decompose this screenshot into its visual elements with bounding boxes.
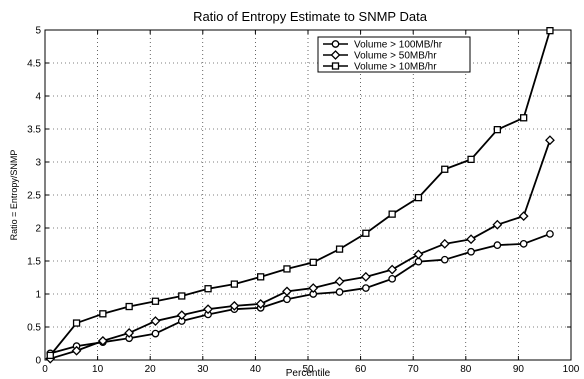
data-point <box>151 329 160 338</box>
legend-item: Volume > 100MB/hr <box>323 40 443 51</box>
x-tick-label: 40 <box>250 364 262 375</box>
legend-item: Volume > 10MB/hr <box>323 62 437 73</box>
y-tick-label: 3.5 <box>27 125 41 136</box>
y-tick-label: 1.5 <box>27 257 41 268</box>
legend-label: Volume > 10MB/hr <box>354 62 437 73</box>
data-point <box>335 288 344 296</box>
data-point <box>334 276 345 287</box>
data-point <box>203 304 213 315</box>
data-point <box>46 351 54 360</box>
x-tick-label: 90 <box>513 364 525 375</box>
data-point <box>72 319 81 327</box>
data-point <box>440 255 449 264</box>
data-point <box>388 274 397 283</box>
data-point <box>150 316 161 326</box>
legend-marker <box>331 62 340 70</box>
data-point <box>493 241 502 250</box>
legend-marker <box>331 40 340 48</box>
series-diamond <box>45 135 555 364</box>
data-point <box>204 285 212 293</box>
data-point <box>467 155 475 164</box>
series-layer <box>45 27 555 364</box>
data-point <box>124 328 135 338</box>
data-point <box>519 239 528 248</box>
data-point <box>308 283 319 293</box>
data-point <box>546 230 554 238</box>
data-point <box>335 245 344 253</box>
data-point <box>125 302 133 311</box>
data-point <box>178 292 186 300</box>
data-point <box>230 280 239 288</box>
x-tick-label: 10 <box>92 364 104 375</box>
x-tick-label: 20 <box>145 364 157 375</box>
y-tick-label: 0 <box>35 356 41 367</box>
data-point <box>493 126 502 134</box>
data-point <box>441 165 449 173</box>
data-point <box>388 210 396 218</box>
data-point <box>255 298 266 309</box>
data-point <box>414 193 423 202</box>
y-tick-label: 4.5 <box>27 59 41 70</box>
data-point <box>99 310 107 318</box>
data-point <box>151 297 160 305</box>
data-point <box>362 284 370 292</box>
y-tick-label: 4 <box>35 92 41 103</box>
y-tick-label: 2.5 <box>27 191 41 202</box>
series-square <box>46 27 554 360</box>
data-point <box>439 238 450 249</box>
data-point <box>414 257 423 266</box>
y-tick-label: 0.5 <box>27 323 41 334</box>
x-tick-label: 50 <box>302 364 314 375</box>
data-point <box>492 219 503 230</box>
data-point <box>387 264 398 275</box>
data-point <box>176 310 187 321</box>
x-axis-label: Percentile <box>286 368 331 379</box>
series-line <box>50 233 551 355</box>
x-tick-label: 60 <box>355 364 367 375</box>
chart-title: Ratio of Entropy Estimate to SNMP Data <box>193 9 428 24</box>
data-point <box>362 229 370 237</box>
x-tick-label: 0 <box>42 364 48 375</box>
data-point <box>467 247 475 256</box>
data-point <box>309 258 317 266</box>
data-point <box>257 273 265 281</box>
data-point <box>546 27 554 35</box>
legend-marker <box>330 50 341 60</box>
legend-label: Volume > 100MB/hr <box>354 40 443 51</box>
data-point <box>545 135 555 146</box>
x-tick-label: 80 <box>460 364 472 375</box>
data-point <box>283 265 291 273</box>
data-point <box>360 271 371 282</box>
data-point <box>71 345 82 356</box>
legend-item: Volume > 50MB/hr <box>323 50 437 62</box>
data-point <box>282 286 292 297</box>
data-point <box>97 335 108 346</box>
y-tick-label: 5 <box>35 26 41 37</box>
axis-ticks: 0 10 20 30 40 50 60 70 80 90 100 0 0.5 1 1.5 2 2.5 3 3.5 4 4… <box>27 26 580 376</box>
data-point <box>466 234 476 245</box>
x-tick-label: 100 <box>563 364 580 375</box>
series-line <box>49 30 551 356</box>
y-axis-label: Ratio = Entropy/SNMP <box>9 150 19 241</box>
data-point <box>518 211 529 222</box>
data-point <box>520 114 528 122</box>
y-tick-label: 1 <box>35 290 41 301</box>
data-point <box>229 300 240 311</box>
series-line <box>50 139 551 360</box>
y-tick-label: 2 <box>35 224 41 235</box>
legend-label: Volume > 50MB/hr <box>354 51 437 62</box>
data-point <box>413 249 424 260</box>
y-tick-label: 3 <box>35 158 41 169</box>
x-tick-label: 30 <box>197 364 209 375</box>
data-point <box>283 295 291 304</box>
x-tick-label: 70 <box>408 364 420 375</box>
